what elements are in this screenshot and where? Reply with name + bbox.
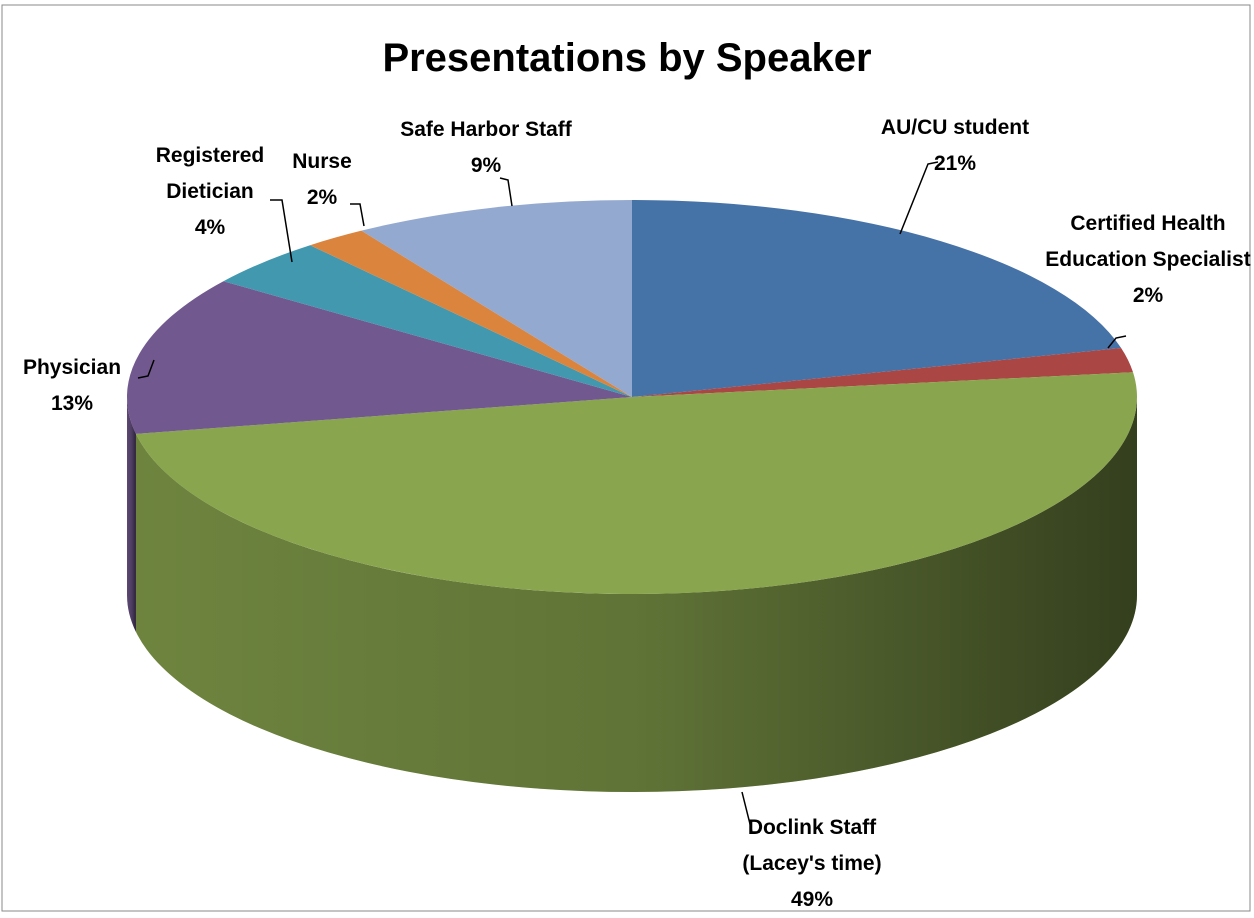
data-label: Doclink Staff (Lacey's time) 49%	[712, 810, 912, 918]
slice-side-shade	[135, 397, 1137, 792]
label-name: Doclink Staff (Lacey's time)	[742, 816, 882, 875]
leader-line	[350, 203, 365, 227]
slice	[135, 372, 1137, 594]
pie-tops	[126, 200, 1137, 594]
slice-side-shade	[127, 397, 136, 632]
label-name: Nurse	[292, 150, 352, 173]
leader-line	[137, 359, 155, 379]
leader-line	[1107, 335, 1127, 349]
slice	[632, 200, 1122, 397]
slice	[126, 281, 632, 434]
data-label: Certified Health Education Specialist 2%	[1033, 206, 1254, 314]
label-name: Registered Dietician	[155, 144, 265, 203]
label-name: Physician	[22, 356, 122, 379]
slice	[632, 348, 1134, 397]
leader-line	[741, 791, 760, 833]
data-label: Physician 13%	[2, 350, 142, 422]
label-value: 4%	[194, 216, 226, 239]
leader-line	[499, 177, 513, 207]
label-value: 13%	[50, 392, 94, 415]
data-label: AU/CU student 21%	[825, 110, 1085, 182]
label-value: 2%	[306, 186, 338, 209]
chart-title: Presentations by Speaker	[382, 36, 872, 80]
label-value: 9%	[470, 154, 502, 177]
data-label: Registered Dietician 4%	[135, 138, 285, 246]
slice	[310, 230, 632, 397]
slice	[361, 200, 632, 397]
data-label: Safe Harbor Staff 9%	[351, 112, 621, 184]
label-value: 21%	[933, 152, 977, 175]
leader-line	[899, 161, 939, 235]
slice	[223, 245, 632, 397]
label-name: Certified Health Education Specialist	[1045, 212, 1251, 271]
leader-line	[270, 199, 293, 263]
leader-lines	[137, 161, 1127, 833]
label-value: 2%	[1132, 284, 1164, 307]
label-value: 49%	[790, 888, 834, 911]
pie-sides	[127, 397, 1137, 792]
label-name: Safe Harbor Staff	[400, 118, 572, 141]
chart-frame	[1, 4, 1251, 912]
label-name: AU/CU student	[880, 116, 1030, 139]
data-label: Nurse 2%	[272, 144, 372, 216]
